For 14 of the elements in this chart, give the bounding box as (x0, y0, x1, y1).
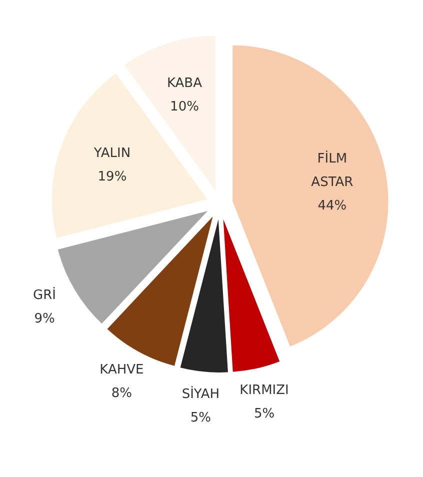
slice-label: FİLM ASTAR (311, 150, 354, 190)
data-label: 44% (318, 198, 347, 214)
slice-label: GRİ (33, 287, 56, 304)
slice-label: KABA (166, 76, 202, 91)
data-label: 5% (190, 410, 211, 426)
data-label: 5% (254, 406, 275, 422)
data-label: 8% (111, 386, 132, 402)
slice-label: KIRMIZI (240, 382, 289, 398)
slice-label: KAHVE (100, 362, 144, 378)
slice-label: YALIN (92, 146, 131, 161)
slice-label: SİYAH (182, 386, 220, 402)
data-label: 9% (34, 312, 55, 327)
data-label: 10% (170, 99, 199, 114)
data-label: 19% (98, 169, 127, 184)
